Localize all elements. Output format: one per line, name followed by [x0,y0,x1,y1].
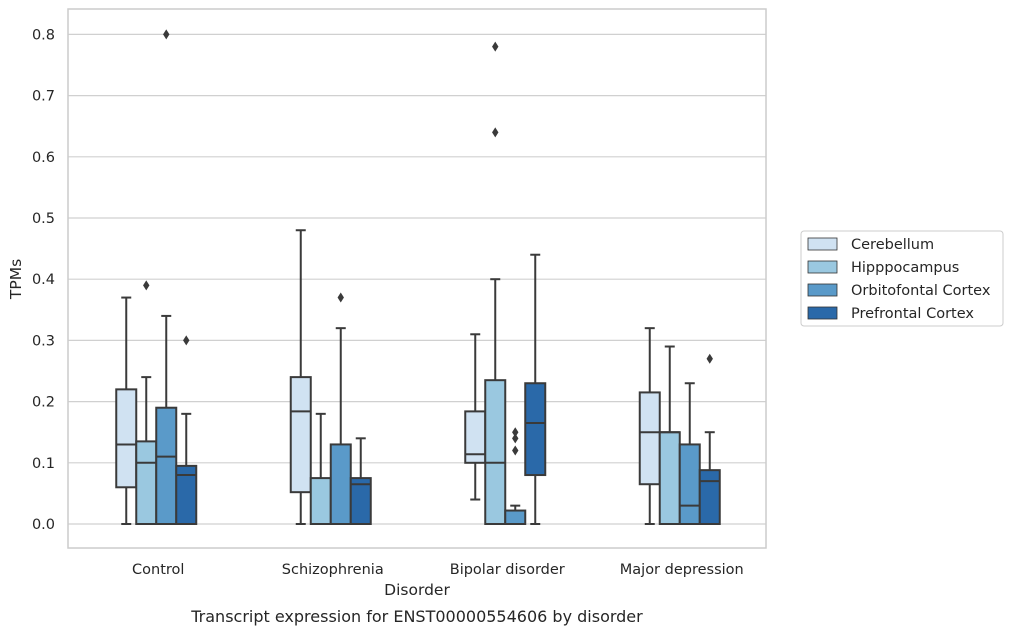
outlier-point [492,41,499,52]
box-group [135,280,158,526]
box-group [524,253,547,525]
y-tick-label: 0.7 [32,89,55,105]
box [658,431,681,526]
legend-frame [800,230,1004,327]
box-group [658,345,681,526]
y-tick-label: 0.5 [32,211,55,227]
y-tick-label: 0.6 [32,150,55,166]
x-axis-label: Disorder [384,581,450,599]
y-tick-label: 0.3 [32,333,55,349]
box [175,464,198,525]
y-tick-label: 0.1 [32,456,55,472]
legend-label-orbitofrontal: Orbitofontal Cortex [851,283,991,299]
box [504,509,527,526]
box-group [698,353,721,526]
box-group [309,412,332,526]
outlier-point [512,445,519,456]
box [115,388,138,489]
y-tick-label: 0.2 [32,395,55,411]
box [349,477,372,526]
x-tick-label: Control [132,562,184,578]
legend-swatch-cerebellum [807,237,838,251]
box [524,382,547,477]
box [698,469,721,526]
box [638,391,661,486]
y-tick-label: 0.0 [32,517,55,533]
y-tick-labels: 0.0 0.1 0.2 0.3 0.4 0.5 0.6 0.7 0.8 [32,27,55,533]
outlier-point [143,280,150,291]
legend-swatch-hippocampus [807,260,838,274]
box-group [289,229,312,525]
box-group [115,296,138,525]
box-group [175,335,198,525]
legend-swatch-prefrontal [807,306,838,320]
outlier-point [512,433,519,444]
y-axis-label: TPMs [7,259,25,300]
legend: Cerebellum Hipppocampus Orbitofontal Cor… [800,230,1004,327]
legend-label-prefrontal: Prefrontal Cortex [851,306,974,322]
x-tick-label: Bipolar disorder [450,562,565,578]
box-group [155,29,178,525]
x-tick-label: Schizophrenia [282,562,384,578]
chart-caption: Transcript expression for ENST0000055460… [190,607,643,626]
x-tick-labels: Control Schizophrenia Bipolar disorder Majo… [132,562,744,578]
box-group [464,333,487,501]
outlier-point [706,353,713,364]
legend-swatch-orbitofrontal [807,283,838,297]
box-group [638,327,661,525]
box [135,440,158,526]
outlier-point [492,127,499,138]
box [484,379,507,525]
y-tick-label: 0.8 [32,27,55,43]
box-group [329,292,352,525]
y-tick-label: 0.4 [32,272,55,288]
boxes [115,29,721,526]
box-group [349,437,372,526]
outlier-point [337,292,344,303]
outlier-point [183,335,190,346]
outlier-point [163,29,170,40]
box [155,406,178,525]
box [329,443,352,525]
box-group [678,382,701,525]
box-group [484,41,507,525]
box [289,376,312,494]
box [309,477,332,526]
x-tick-label: Major depression [620,562,744,578]
box-group [504,427,527,526]
box [678,443,701,525]
plot-frame [67,8,767,549]
legend-label-hippocampus: Hipppocampus [851,260,959,276]
outlier-point [512,427,519,438]
legend-label-cerebellum: Cerebellum [851,237,934,253]
